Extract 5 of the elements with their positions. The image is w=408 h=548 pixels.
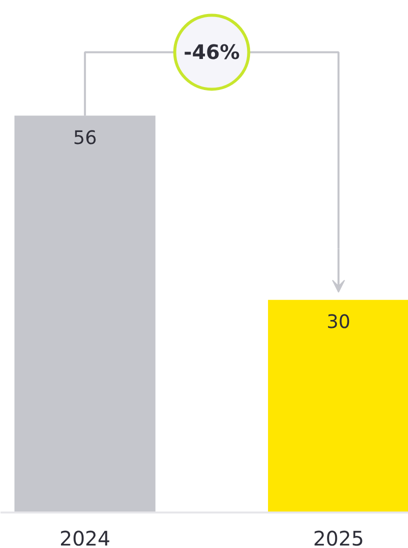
x-tick-label: 2025	[313, 526, 364, 548]
text: -46%	[184, 40, 240, 64]
data-label: 30	[326, 312, 350, 334]
data-label: 56	[73, 128, 97, 149]
x-tick-label: 2024	[59, 526, 110, 548]
